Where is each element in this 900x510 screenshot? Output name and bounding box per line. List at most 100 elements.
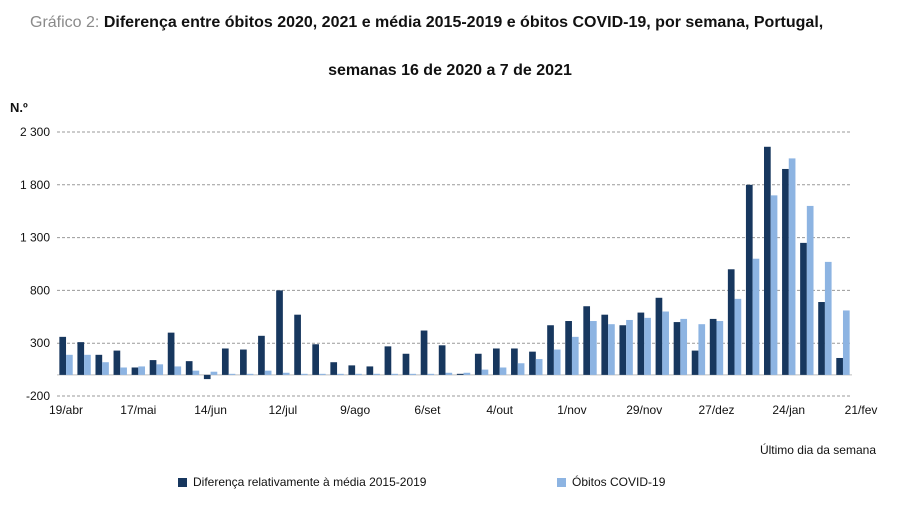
bar-covid — [156, 364, 164, 375]
bar-diff — [583, 306, 591, 375]
bar-covid — [698, 324, 706, 375]
x-tick-label: 17/mai — [120, 403, 156, 417]
bar-covid — [409, 373, 417, 375]
bar-covid — [571, 336, 579, 375]
bar-diff — [456, 373, 464, 375]
chart-title-line1: Gráfico 2: Diferença entre óbitos 2020, … — [30, 14, 823, 32]
bar-covid — [246, 373, 254, 375]
bar-diff — [203, 374, 211, 380]
bar-covid — [337, 373, 344, 375]
bar-diff — [294, 314, 301, 375]
legend-item-diff: Diferença relativamente à média 2015-201… — [178, 475, 426, 489]
bar-covid — [355, 373, 362, 375]
x-tick-label: 27/dez — [698, 403, 734, 417]
bar-covid — [282, 372, 290, 375]
x-axis-label: Último dia da semana — [760, 442, 876, 457]
legend-label-diff: Diferença relativamente à média 2015-201… — [193, 475, 427, 489]
x-tick-label: 1/nov — [557, 403, 586, 417]
bar-covid — [680, 318, 688, 375]
y-tick-label: 300 — [30, 336, 50, 350]
bar-diff — [77, 342, 85, 375]
bar-diff — [402, 353, 410, 375]
bar-diff — [420, 330, 428, 375]
bar-diff — [258, 335, 265, 375]
bar-diff — [800, 242, 807, 375]
y-tick-label: 2 300 — [20, 125, 50, 139]
bar-covid — [228, 373, 236, 375]
bar-covid — [752, 258, 760, 375]
bar-covid — [499, 367, 507, 375]
x-tick-label: 12/jul — [269, 403, 298, 417]
bar-covid — [174, 366, 182, 375]
y-axis-label: N.º — [10, 100, 28, 115]
y-tick-label: 1 800 — [20, 178, 50, 192]
bar-diff — [511, 348, 518, 375]
bar-diff — [673, 322, 681, 375]
bar-covid — [373, 373, 380, 375]
chart-title-prefix: Gráfico 2: — [30, 14, 100, 31]
bar-diff — [745, 184, 753, 375]
x-tick-label: 14/jun — [194, 403, 227, 417]
bar-covid — [517, 363, 525, 375]
bar-covid — [84, 354, 91, 375]
bar-covid — [770, 195, 778, 375]
bar-covid — [481, 369, 489, 375]
bar-diff — [312, 344, 319, 375]
bar-diff — [185, 361, 193, 375]
x-tick-label: 24/jan — [772, 403, 805, 417]
y-axis-ticks: -200 300 800 1 300 1 800 2 300 — [20, 125, 50, 403]
bar-diff — [474, 353, 482, 375]
bar-diff — [529, 351, 536, 375]
y-tick-label: -200 — [26, 389, 50, 403]
bar-diff — [782, 168, 789, 375]
bar-diff — [547, 325, 554, 375]
bar-covid — [824, 261, 832, 375]
x-tick-label: 6/set — [414, 403, 441, 417]
legend-item-covid: Óbitos COVID-19 — [557, 475, 665, 489]
bar-diff — [131, 367, 139, 375]
bar-diff — [709, 318, 717, 375]
bar-diff — [276, 290, 283, 375]
bar-diff — [149, 360, 157, 375]
bar-diff — [601, 314, 609, 375]
x-tick-label: 29/nov — [626, 403, 662, 417]
bar-diff — [764, 146, 771, 375]
bar-diff — [59, 336, 67, 375]
bar-covid — [102, 362, 109, 375]
legend-label-covid: Óbitos COVID-19 — [572, 475, 666, 489]
bar-diff — [727, 269, 735, 375]
bar-covid — [590, 321, 597, 375]
bar-covid — [644, 317, 651, 375]
legend-swatch-covid — [557, 477, 566, 487]
bar-diff — [691, 350, 699, 375]
legend-swatch-diff — [178, 477, 187, 487]
bar-diff — [492, 348, 500, 375]
bar-covid — [788, 158, 796, 375]
bar-covid — [463, 372, 471, 375]
chart-title-text: Diferença entre óbitos 2020, 2021 e médi… — [103, 14, 824, 31]
x-tick-label: 4/out — [486, 403, 513, 417]
bar-covid — [264, 370, 272, 375]
bar-covid — [553, 349, 561, 375]
bar-covid — [427, 373, 435, 375]
bar-diff — [384, 346, 392, 375]
bar-diff — [330, 362, 338, 375]
bar-covid — [210, 371, 218, 375]
bar-diff — [348, 365, 356, 375]
bar-diff — [637, 312, 645, 375]
bar-diff — [565, 321, 572, 375]
bar-covid — [138, 366, 145, 375]
bar-covid — [662, 311, 669, 375]
x-axis-ticks: 19/abr 17/mai 14/jun 12/jul 9/ago 6/set 4/out 1… — [49, 403, 877, 417]
x-tick-label: 19/abr — [49, 403, 83, 417]
bar-covid — [626, 319, 633, 375]
bar-diff — [167, 332, 175, 375]
y-tick-label: 800 — [30, 283, 50, 297]
bar-covid — [445, 372, 453, 375]
x-tick-label: 21/fev — [845, 403, 878, 417]
bar-covid — [842, 310, 850, 375]
bar-diff — [655, 297, 663, 375]
bar-covid — [300, 373, 308, 375]
bar-covid — [535, 359, 543, 375]
